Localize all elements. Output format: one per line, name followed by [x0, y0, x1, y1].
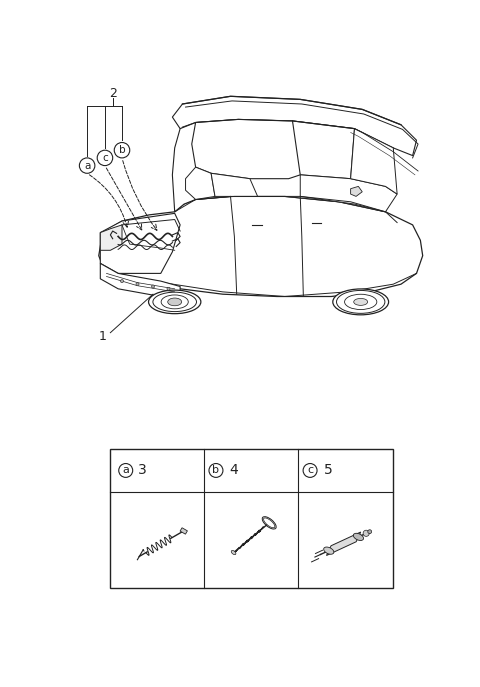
Circle shape: [368, 530, 372, 534]
Text: b: b: [213, 466, 219, 475]
Text: c: c: [102, 153, 108, 163]
Text: 5: 5: [324, 464, 332, 477]
Text: 1: 1: [99, 330, 107, 343]
Circle shape: [167, 287, 170, 291]
Text: c: c: [307, 466, 313, 475]
Polygon shape: [326, 532, 361, 556]
Ellipse shape: [153, 292, 196, 312]
Polygon shape: [100, 263, 180, 297]
Text: 2: 2: [109, 87, 117, 100]
Polygon shape: [300, 174, 397, 212]
Bar: [110, 449, 393, 587]
Text: a: a: [84, 161, 90, 170]
Text: b: b: [119, 145, 125, 155]
Polygon shape: [99, 196, 423, 297]
Ellipse shape: [264, 518, 275, 528]
Ellipse shape: [345, 294, 377, 310]
Polygon shape: [350, 128, 397, 194]
Ellipse shape: [231, 550, 236, 554]
Polygon shape: [350, 186, 362, 196]
Polygon shape: [100, 225, 122, 250]
Text: a: a: [122, 466, 129, 475]
Polygon shape: [172, 96, 417, 155]
Ellipse shape: [353, 533, 363, 541]
Ellipse shape: [324, 547, 334, 554]
Polygon shape: [211, 173, 258, 196]
Polygon shape: [172, 120, 393, 212]
Circle shape: [136, 282, 139, 286]
Ellipse shape: [336, 291, 385, 313]
Ellipse shape: [354, 298, 368, 305]
Circle shape: [120, 280, 123, 282]
Polygon shape: [288, 121, 355, 179]
Ellipse shape: [148, 290, 201, 314]
Text: 4: 4: [229, 464, 238, 477]
Polygon shape: [192, 120, 300, 179]
Circle shape: [363, 530, 369, 537]
Ellipse shape: [161, 295, 188, 309]
Ellipse shape: [168, 298, 181, 306]
Ellipse shape: [333, 289, 389, 315]
Bar: [180, 528, 187, 534]
Ellipse shape: [262, 517, 276, 529]
Polygon shape: [186, 167, 215, 199]
Circle shape: [152, 285, 155, 288]
Text: 3: 3: [138, 464, 147, 477]
Polygon shape: [100, 214, 180, 273]
